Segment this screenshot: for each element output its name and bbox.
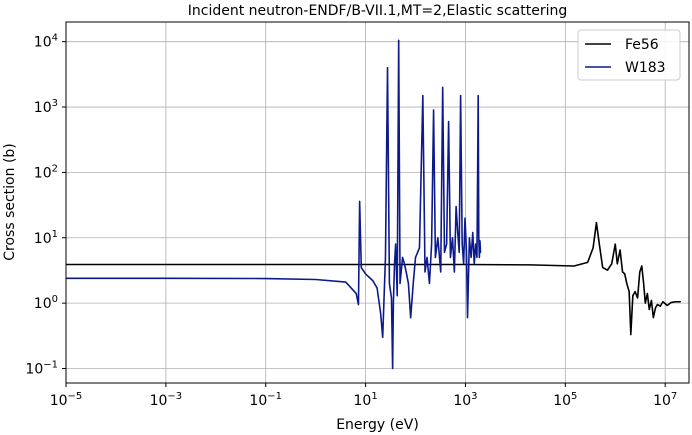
y-tick-label: 104 <box>34 33 58 51</box>
x-tick-label: 10−3 <box>150 391 183 409</box>
y-tick-label: 102 <box>34 163 58 181</box>
legend-label-fe56: Fe56 <box>625 37 659 53</box>
y-tick-label: 101 <box>34 229 58 247</box>
x-tick-label: 105 <box>553 391 577 409</box>
x-axis-label: Energy (eV) <box>336 417 419 433</box>
grid <box>65 22 689 383</box>
series-line-w183 <box>66 39 482 370</box>
legend-label-w183: W183 <box>625 60 666 76</box>
plot-area-frame <box>65 21 690 384</box>
x-tick-label: 10−1 <box>249 391 282 409</box>
series-group <box>66 39 682 370</box>
y-tick-label: 10−1 <box>25 359 58 377</box>
x-tick-label: 103 <box>453 391 477 409</box>
x-tick-label: 101 <box>353 391 377 409</box>
y-axis-label: Cross section (b) <box>2 143 18 261</box>
x-tick-label: 107 <box>653 391 677 409</box>
legend: Fe56 W183 <box>577 29 681 81</box>
y-tick-label: 103 <box>34 98 58 116</box>
x-tick-label: 10−5 <box>50 391 83 409</box>
y-tick-label: 100 <box>34 294 58 312</box>
series-line-fe56 <box>66 221 682 336</box>
axis-ticks: 10−5 10−3 10−1 101 103 105 107 10−1 100 101 102 103… <box>25 33 677 409</box>
chart-title: Incident neutron-ENDF/B-VII.1,MT=2,Elast… <box>188 3 567 19</box>
